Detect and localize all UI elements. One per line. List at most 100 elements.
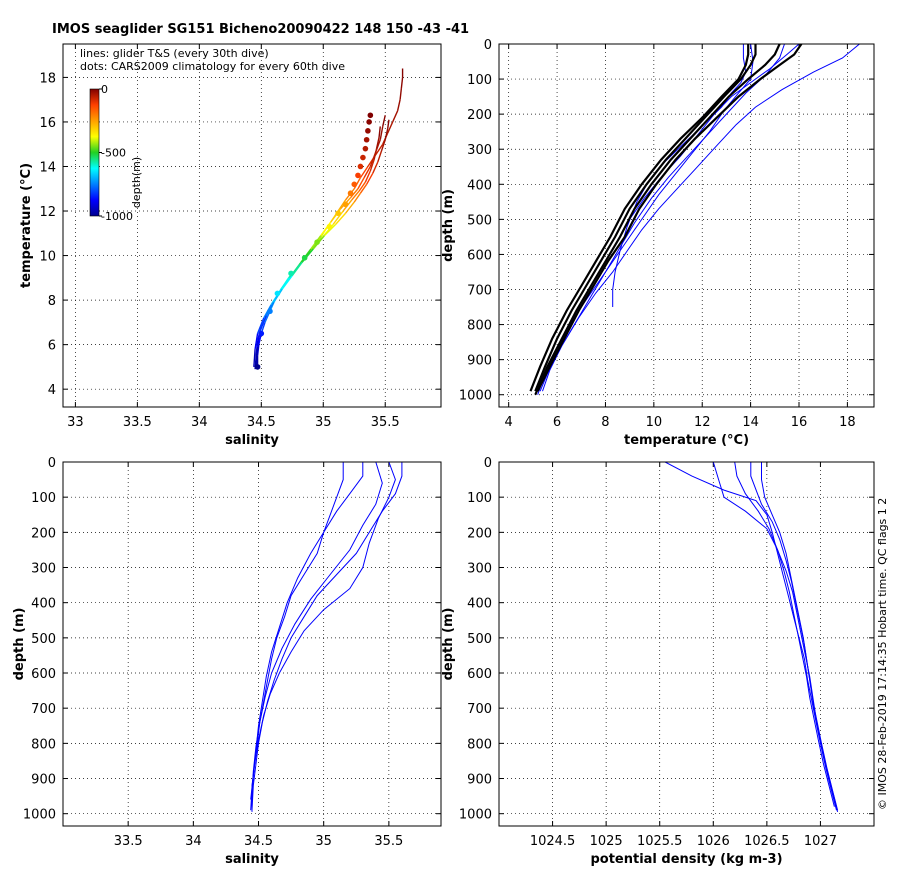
y-tick-label: 12 <box>39 205 56 220</box>
x-tick-label: 12 <box>694 415 711 430</box>
axes-frame <box>498 461 875 827</box>
ts-line-segment <box>359 183 368 194</box>
x-tick-label: 33.5 <box>123 415 152 430</box>
ts-line-segment <box>382 115 386 127</box>
x-tick-label: 1025 <box>590 834 623 849</box>
colorbar-label: depth(m) <box>130 157 143 208</box>
x-tick-label: 33.5 <box>114 834 143 849</box>
x-tick-label: 8 <box>601 415 609 430</box>
y-tick-label: 300 <box>467 562 492 577</box>
colorbar <box>89 88 100 217</box>
colorbar-tick-label: -500 <box>101 147 126 160</box>
y-tick-label: 0 <box>484 456 492 471</box>
climatology-dot <box>274 290 281 297</box>
y-tick-label: 700 <box>467 702 492 717</box>
x-tick-label: 34.5 <box>244 834 273 849</box>
climatology-dot <box>347 190 354 197</box>
climatology-profile-line <box>534 44 781 396</box>
ts-line-segment <box>253 349 256 367</box>
climatology-dot <box>301 254 308 261</box>
legend-note-line: dots: CARS2009 climatology for every 60t… <box>80 60 345 73</box>
climatology-profile-line <box>534 44 757 392</box>
y-tick-label: 400 <box>31 597 56 612</box>
ts-line-segment <box>345 201 355 214</box>
y-tick-label: 300 <box>467 143 492 158</box>
y-tick-label: 900 <box>31 773 56 788</box>
y-tick-label: 300 <box>31 562 56 577</box>
ts-line-segment <box>291 261 303 277</box>
ts-line-segment <box>399 88 403 100</box>
y-axis-label: depth (m) <box>12 608 27 681</box>
x-tick-label: 16 <box>791 415 808 430</box>
y-tick-label: 200 <box>467 526 492 541</box>
y-tick-label: 800 <box>467 319 492 334</box>
y-tick-label: 500 <box>467 213 492 228</box>
ts-line-segment <box>375 137 380 149</box>
climatology-dot <box>342 201 349 208</box>
climatology-dot <box>362 145 369 152</box>
y-tick-label: 1000 <box>23 808 56 823</box>
climatology-profile-line <box>529 44 750 392</box>
x-tick-label: 6 <box>553 415 561 430</box>
ts-line-segment <box>281 275 293 290</box>
glider-profile-line <box>612 44 747 307</box>
ts-line-segment <box>254 333 259 350</box>
x-tick-label: 18 <box>839 415 856 430</box>
x-tick-label: 1024.5 <box>530 834 576 849</box>
ts-line-segment <box>259 315 267 332</box>
ts-line-segment <box>369 159 375 172</box>
ts-line-segment <box>379 126 384 140</box>
y-tick-label: 0 <box>484 38 492 53</box>
ts-line-segment <box>384 128 389 140</box>
glider-profile-line <box>542 44 785 392</box>
ts-line-segment <box>335 212 347 225</box>
y-axis-label: temperature (°C) <box>19 163 34 288</box>
climatology-dot <box>366 119 372 125</box>
colorbar-tick-label: -1000 <box>101 210 133 223</box>
glider-profile-line <box>539 44 860 392</box>
climatology-dot <box>267 308 273 315</box>
ts-line-segment <box>387 119 390 129</box>
ts-line-segment <box>337 199 347 212</box>
y-tick-label: 600 <box>467 248 492 263</box>
y-tick-label: 800 <box>31 737 56 752</box>
ts-line-segment <box>364 170 371 183</box>
ts-line-segment <box>392 110 399 123</box>
x-tick-label: 1027 <box>804 834 837 849</box>
ts-line-segment <box>373 148 378 160</box>
ts-line-segment <box>324 223 337 237</box>
y-tick-label: 800 <box>467 737 492 752</box>
axes-frame <box>498 43 875 408</box>
ts-line-segment <box>378 126 381 138</box>
y-tick-label: 700 <box>31 702 56 717</box>
climatology-dot <box>254 364 261 370</box>
x-tick-label: 35 <box>315 415 332 430</box>
x-tick-label: 1025.5 <box>637 834 683 849</box>
x-axis-label: salinity <box>225 433 279 448</box>
y-tick-label: 100 <box>467 491 492 506</box>
climatology-dot <box>258 330 265 337</box>
climatology-dot <box>357 163 364 170</box>
ts-line-segment <box>332 210 344 225</box>
ts-line-segment <box>256 317 265 334</box>
ts-line-segment <box>351 190 360 201</box>
side-caption: © IMOS 28-Feb-2019 17:14:35 Hobart time.… <box>876 498 889 810</box>
legend-note-line: lines: glider T&S (every 30th dive) <box>80 47 269 60</box>
climatology-dot <box>288 270 294 277</box>
y-tick-label: 16 <box>39 116 56 131</box>
y-tick-label: 18 <box>39 71 56 86</box>
x-axis-label: temperature (°C) <box>624 433 749 448</box>
climatology-dot <box>314 239 320 246</box>
x-tick-label: 14 <box>742 415 759 430</box>
y-tick-label: 500 <box>31 632 56 647</box>
ts-line-segment <box>372 161 379 174</box>
x-tick-label: 4 <box>505 415 513 430</box>
y-tick-label: 900 <box>467 773 492 788</box>
axes-frame <box>62 43 442 408</box>
chart-panel-3: 33.5 34 34.5 35 35.5 0 100 200 300 400 500 600 700 80… <box>12 456 442 867</box>
y-tick-label: 14 <box>39 160 56 175</box>
plot-area <box>250 462 403 812</box>
climatology-profile-line <box>536 44 803 392</box>
y-tick-label: 0 <box>48 456 56 471</box>
x-tick-label: 34 <box>185 834 202 849</box>
